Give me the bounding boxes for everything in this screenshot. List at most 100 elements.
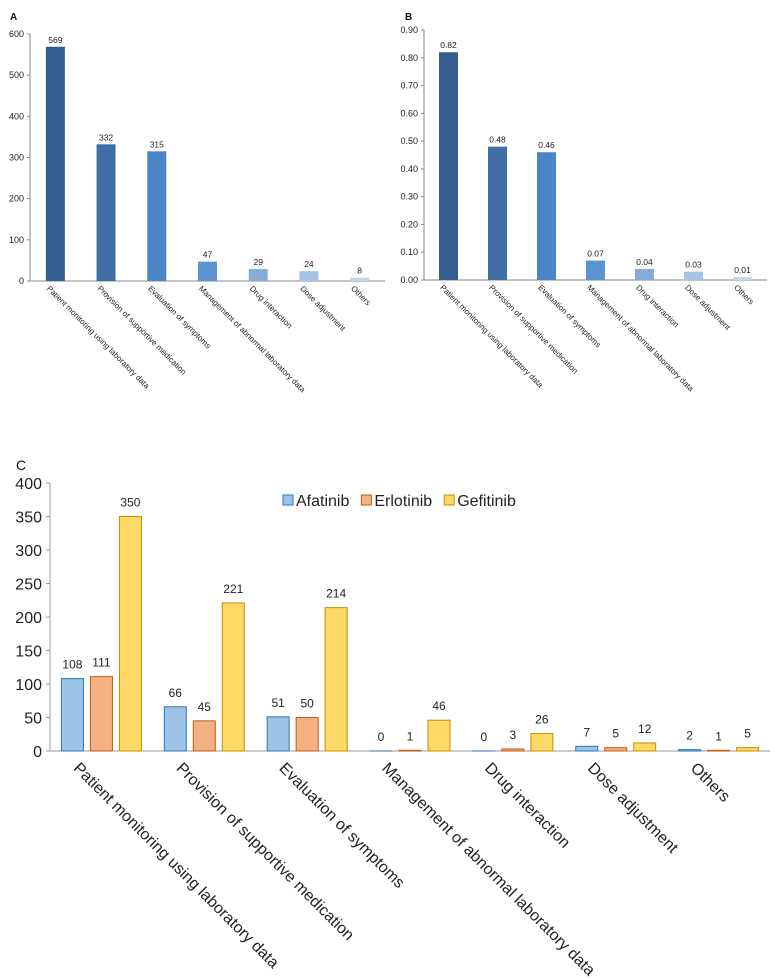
panel-a-y-tick-label: 300: [9, 153, 24, 163]
panel-c-data-label: 350: [120, 496, 140, 510]
panel-b-x-tick-label: Provision of supportive medication: [487, 283, 580, 376]
panel-a-data-label: 315: [150, 139, 164, 149]
panel-c-data-label: 0: [378, 730, 385, 744]
panel-a-y-tick-label: 200: [9, 194, 24, 204]
panel-a-x-tick-label: Management of abnormal laboratory data: [197, 284, 308, 395]
panel-c-x-tick-label: Management of abnormal laboratory data: [378, 760, 598, 979]
panel-a-letter: A: [10, 12, 17, 23]
panel-c-x-tick-label: Dose adjustment: [584, 760, 681, 857]
panel-c-y-tick-label: 300: [15, 543, 42, 560]
panel-c-data-label: 12: [638, 722, 652, 736]
panel-b-y-tick-label: 0.30: [400, 192, 418, 202]
panel-c-bar-erlotinib: [604, 747, 628, 752]
panel-c-data-label: 111: [92, 656, 111, 670]
panel-a-bar: [299, 271, 319, 281]
panel-c-x-tick-label: Provision of supportive medication: [173, 760, 357, 944]
panel-b-x-tick-label: Patient monitoring using laboratory data: [438, 283, 545, 390]
panel-a-y-tick-label: 100: [9, 235, 24, 245]
panel-c-data-label: 66: [169, 686, 183, 700]
panel-b-y-tick-label: 0.10: [400, 247, 418, 257]
panel-b-bar: [537, 152, 556, 280]
panel-c-data-label: 221: [223, 582, 243, 596]
panel-a-y-tick-label: 500: [9, 70, 24, 80]
panel-a-y-tick-label: 0: [19, 276, 24, 286]
panel-c-data-label: 108: [62, 658, 82, 672]
panel-a-x-tick-label: Patient monitoring using laboratory data: [45, 284, 152, 391]
panel-c-y-tick-label: 50: [24, 711, 42, 728]
panel-c-x-tick-label: Drug interaction: [481, 760, 573, 852]
panel-a-x-tick-label: Provision of supportive medication: [96, 284, 189, 377]
panel-c-bar-erlotinib: [89, 676, 113, 752]
panel-a-data-label: 332: [99, 132, 113, 142]
panel-b-bar: [586, 260, 605, 280]
panel-b-bar: [684, 271, 703, 280]
panel-b-letter: B: [405, 12, 412, 23]
panel-b-x-tick-label: Dose adjustment: [683, 283, 732, 332]
panel-c-y-tick-label: 400: [15, 476, 42, 493]
panel-c-bar-afatinib: [60, 678, 84, 752]
panel-a-data-label: 569: [48, 35, 62, 45]
panel-c-bar-gefitinib: [221, 602, 245, 752]
panel-a-y-tick-label: 600: [9, 29, 24, 39]
panel-b-y-tick-label: 0.50: [400, 136, 418, 146]
panel-a-bar: [248, 269, 268, 281]
panel-b-data-label: 0.04: [636, 257, 653, 267]
panel-a-bar: [198, 261, 217, 281]
panel-b-x-tick-label: Management of abnormal laboratory data: [585, 283, 696, 394]
panel-b-bar: [439, 52, 458, 280]
panel-b-data-label: 0.03: [685, 260, 702, 270]
panel-b-y-tick-label: 0.70: [400, 81, 418, 91]
panel-c-y-tick-label: 250: [15, 577, 42, 594]
panel-b-y-tick-label: 0.00: [400, 275, 418, 285]
panel-b-data-label: 0.48: [489, 135, 506, 145]
panel-b-data-label: 0.46: [538, 140, 555, 150]
panel-b-data-label: 0.01: [734, 265, 751, 275]
panel-c-legend-swatch-afatinib: [282, 494, 294, 506]
panel-a-bar: [350, 277, 370, 281]
panel-c-legend-label-gefitinib: Gefitinib: [457, 493, 516, 510]
panel-c-y-tick-label: 0: [33, 744, 42, 761]
panel-c-data-label: 46: [432, 699, 446, 713]
panel-c-data-label: 26: [535, 713, 549, 727]
panel-c-data-label: 5: [744, 727, 751, 741]
panel-c-bar-gefitinib: [736, 747, 760, 752]
panel-c-bar-afatinib: [678, 749, 702, 752]
panel-c-bar-erlotinib: [192, 720, 216, 752]
panel-c-bar-gefitinib: [324, 607, 348, 752]
panel-c-data-label: 51: [271, 696, 285, 710]
panel-b-bar: [733, 277, 752, 280]
panel-b-y-tick-label: 0.20: [400, 219, 418, 229]
panel-c-data-label: 5: [612, 727, 619, 741]
panel-c-bar-gefitinib: [530, 733, 554, 752]
panel-c-data-label: 0: [481, 730, 488, 744]
panel-c-bar-afatinib: [163, 706, 187, 752]
panel-b-x-tick-label: Others: [732, 283, 755, 306]
panel-c-legend-swatch-gefitinib: [443, 494, 455, 506]
panel-b-x-tick-label: Drug interaction: [634, 283, 680, 329]
panel-a-bar: [96, 144, 116, 281]
panel-b-bar: [635, 268, 654, 280]
panel-c-legend-swatch-erlotinib: [360, 494, 372, 506]
panel-c-data-label: 1: [715, 729, 722, 743]
panel-c-bar-erlotinib: [501, 748, 525, 752]
panel-c-y-tick-label: 350: [15, 510, 42, 527]
panel-a-data-label: 8: [357, 266, 362, 276]
panel-c-data-label: 2: [686, 729, 693, 743]
panel-b-data-label: 0.07: [587, 249, 604, 259]
panel-c-data-label: 7: [583, 725, 590, 739]
panel-c-y-tick-label: 150: [15, 644, 42, 661]
panel-b-y-tick-label: 0.90: [400, 25, 418, 35]
panel-c-legend-label-afatinib: Afatinib: [296, 493, 349, 510]
panel-c-x-tick-label: Patient monitoring using laboratory data: [70, 760, 282, 972]
panel-a-y-tick-label: 400: [9, 111, 24, 121]
panel-c-bar-erlotinib: [398, 749, 422, 752]
panel-a-x-tick-label: Drug interaction: [248, 284, 294, 330]
panel-c-data-label: 45: [198, 700, 212, 714]
panel-a-x-tick-label: Others: [349, 284, 372, 307]
panel-a-x-tick-label: Dose adjustment: [298, 284, 347, 333]
panel-c-bar-erlotinib: [707, 749, 731, 752]
panel-a-bar: [147, 151, 167, 281]
panel-c-legend-label-erlotinib: Erlotinib: [374, 493, 432, 510]
panel-c-bar-erlotinib: [295, 717, 319, 752]
